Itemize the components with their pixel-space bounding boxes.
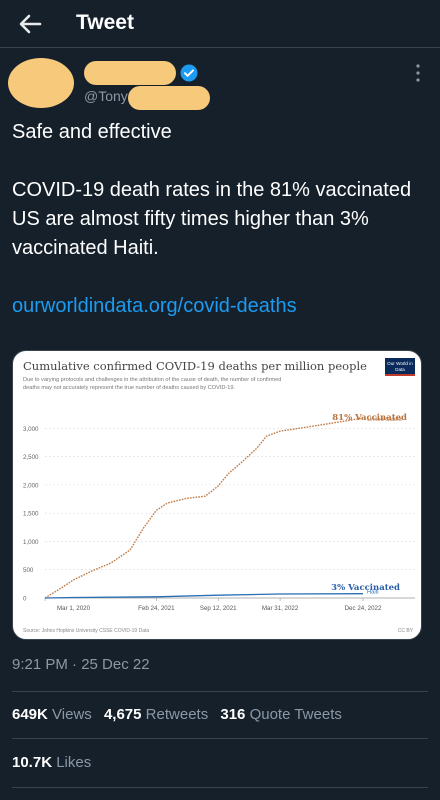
annotation-3-vaccinated: 3% Vaccinated	[331, 583, 400, 593]
engagement-stats: 649K Views 4,675 Retweets 316 Quote Twee…	[12, 706, 342, 723]
divider	[12, 738, 428, 739]
tweet-line-2: COVID-19 death rates in the 81% vaccinat…	[12, 179, 412, 259]
page-title: Tweet	[76, 11, 134, 34]
retweets-stat[interactable]: 4,675 Retweets	[104, 706, 208, 723]
retweets-count: 4,675	[103, 706, 142, 723]
retweets-label: Retweets	[145, 706, 209, 723]
tweet-timestamp[interactable]: 9:21 PM · 25 Dec 22	[12, 656, 150, 673]
divider	[12, 787, 428, 788]
handle-redaction	[128, 86, 210, 110]
x-tick-label: Feb 24, 2021	[138, 605, 175, 612]
views-stat[interactable]: 649K Views	[12, 706, 92, 723]
chart-license: CC BY	[398, 628, 414, 634]
quotes-label: Quote Tweets	[249, 706, 342, 723]
tweet-body: Safe and effective COVID-19 death rates …	[12, 118, 432, 350]
author-handle[interactable]: @Tony	[84, 88, 128, 104]
series-label: United States	[367, 417, 402, 423]
avatar[interactable]	[8, 58, 74, 108]
chart-title: Cumulative confirmed COVID-19 deaths per…	[23, 359, 367, 373]
x-tick-label: Mar 1, 2020	[57, 605, 91, 612]
views-label: Views	[52, 706, 92, 723]
y-tick-label: 500	[23, 567, 34, 574]
chart: Cumulative confirmed COVID-19 deaths per…	[23, 358, 415, 634]
series-line-haiti	[44, 593, 364, 599]
y-tick-label: 2,000	[23, 482, 39, 489]
chart-source: Source: Johns Hopkins University CSSE CO…	[23, 628, 149, 634]
y-tick-label: 1,500	[23, 511, 39, 518]
verified-badge-icon	[180, 64, 198, 82]
quote-tweets-stat[interactable]: 316 Quote Tweets	[220, 706, 341, 723]
annotation-81-vaccinated: 81% Vaccinated	[332, 413, 407, 423]
likes-label: Likes	[56, 754, 92, 771]
top-bar: Tweet	[0, 0, 440, 48]
y-tick-label: 3,000	[23, 426, 39, 433]
divider	[12, 691, 428, 692]
y-tick-label: 1,000	[23, 539, 39, 546]
owid-logo	[385, 358, 415, 376]
series-line-united-states	[44, 417, 364, 599]
chart-card[interactable]: Cumulative confirmed COVID-19 deaths per…	[12, 350, 422, 640]
series-label: Haiti	[367, 590, 379, 596]
chart-subtitle: Due to varying protocols and challenges …	[23, 377, 281, 383]
tweet-line-1: Safe and effective	[12, 121, 172, 143]
views-count: 649K	[12, 706, 48, 723]
quotes-count: 316	[220, 706, 246, 723]
owid-logo-stripe	[385, 374, 415, 376]
tweet-link[interactable]: ourworldindata.org/covid-deaths	[12, 295, 297, 317]
y-tick-label: 0	[23, 596, 27, 603]
more-options-icon[interactable]	[413, 62, 423, 84]
display-name-redaction	[84, 61, 176, 85]
x-tick-label: Dec 24, 2022	[345, 605, 382, 612]
chart-subtitle: deaths may not accurately represent the …	[23, 385, 236, 391]
x-tick-label: Mar 31, 2022	[262, 605, 299, 612]
x-tick-label: Sep 12, 2021	[200, 605, 237, 612]
owid-logo-text: Our World in	[387, 361, 413, 366]
owid-logo-text: Data	[395, 367, 405, 372]
y-tick-label: 2,500	[23, 454, 39, 461]
back-arrow-icon[interactable]	[14, 8, 46, 40]
likes-count: 10.7K	[12, 754, 53, 771]
likes-stat[interactable]: 10.7K Likes	[12, 754, 91, 771]
